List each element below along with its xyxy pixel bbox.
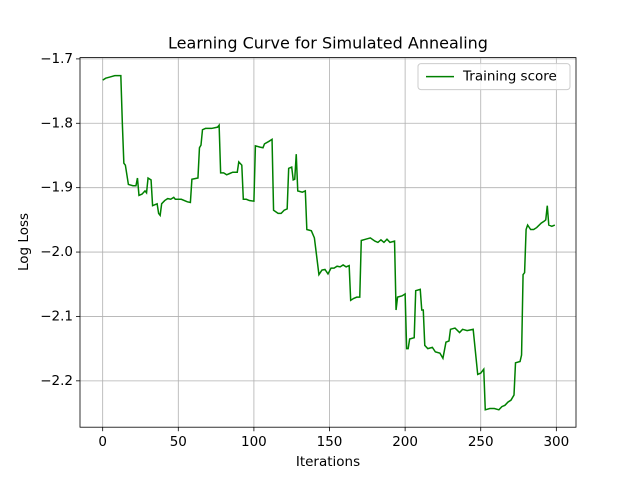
legend-label: Training score (462, 69, 557, 85)
x-tick-label: 250 (468, 434, 494, 450)
y-tick-label: −2.1 (40, 308, 73, 324)
x-tick-label: 150 (317, 434, 343, 450)
x-tick-label: 300 (543, 434, 569, 450)
y-tick-label: −2.0 (40, 244, 73, 260)
data-line (102, 74, 556, 411)
x-axis-label: Iterations (296, 454, 360, 470)
x-tick-label: 50 (170, 434, 187, 450)
y-tick-label: −2.2 (40, 373, 73, 389)
y-axis-label: Log Loss (16, 213, 32, 271)
legend-box (417, 63, 571, 91)
y-tick-label: −1.7 (40, 51, 73, 67)
x-tick-label: 0 (98, 434, 107, 450)
x-tick-label: 100 (241, 434, 267, 450)
y-tick-label: −1.8 (40, 115, 73, 131)
chart-title: Learning Curve for Simulated Annealing (168, 34, 488, 53)
y-tick-label: −1.9 (40, 180, 73, 196)
axes-frame (79, 57, 577, 428)
x-tick-label: 200 (392, 434, 418, 450)
